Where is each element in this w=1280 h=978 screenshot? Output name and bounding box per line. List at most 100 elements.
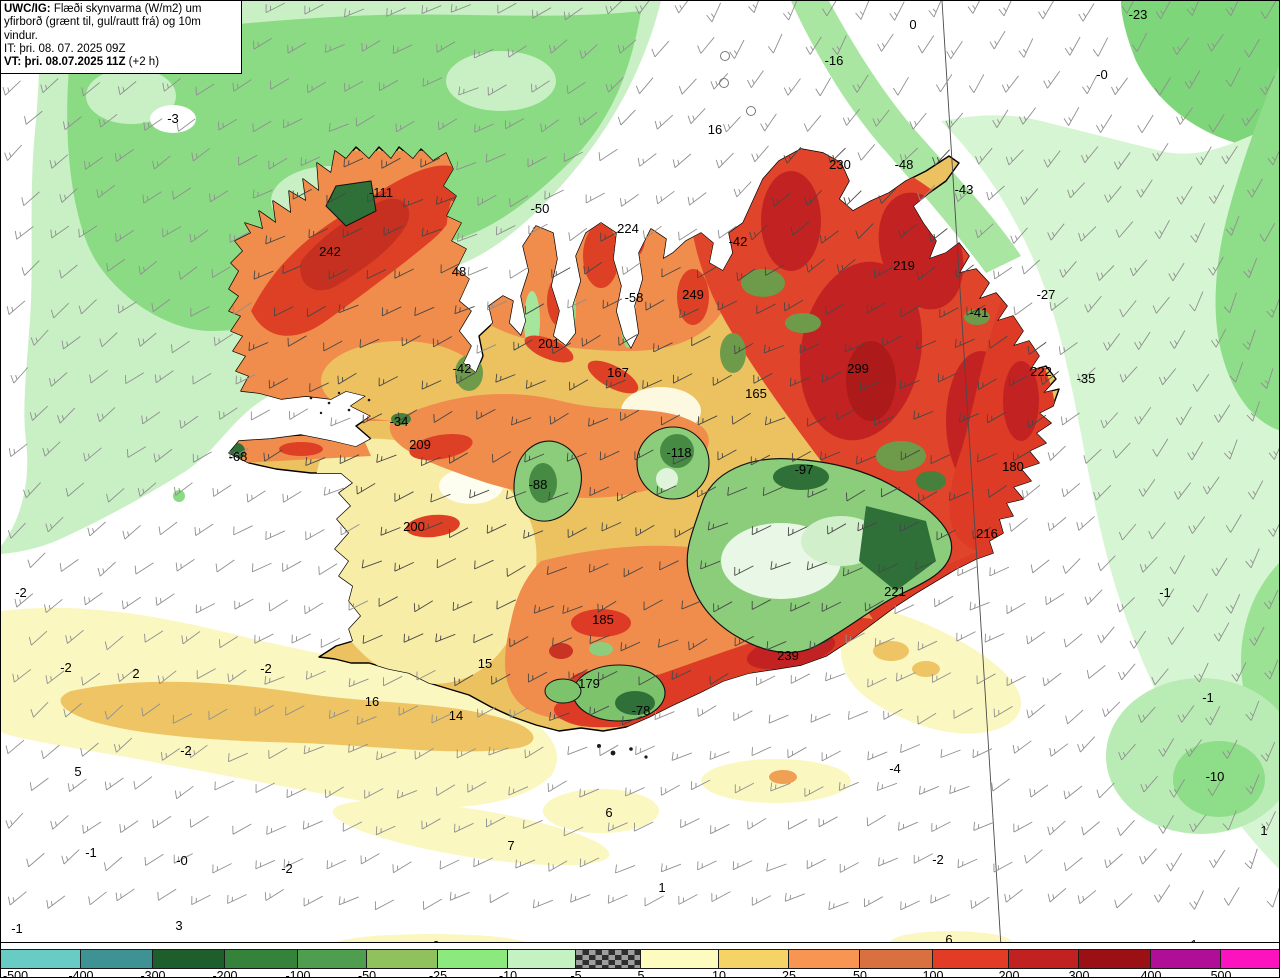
sea-ne-corner-green <box>1121 1 1279 151</box>
vatnajokull-dark-north <box>773 464 829 490</box>
flux-value-label: 2 <box>132 665 140 681</box>
colorbar-tick-label: -300 <box>140 969 166 978</box>
flux-value-label: -78 <box>631 702 651 718</box>
land-ne-darkred <box>761 171 821 271</box>
colorbar-tick-label: 500 <box>1210 969 1232 978</box>
colorbar-segment <box>366 949 438 969</box>
flux-value-label: -1 <box>85 844 97 860</box>
colorbar-tick-label: -50 <box>357 969 377 978</box>
colorbar-segment <box>1078 949 1151 969</box>
flux-value-label: -3 <box>167 110 179 126</box>
title-line-3: IT: þri. 08. 07. 2025 09Z <box>4 42 126 55</box>
flux-value-label: 6 <box>605 804 613 820</box>
land-south-red-spot <box>571 609 631 637</box>
flux-value-label: 200 <box>403 518 425 534</box>
colorbar-tick-label: 5 <box>637 969 645 978</box>
flux-value-label: 1 <box>1260 822 1268 838</box>
colorbar-tick-label: 400 <box>1140 969 1162 978</box>
colorbar-tick-label: 300 <box>1068 969 1090 978</box>
flux-value-label: -111 <box>368 184 394 200</box>
colorbar-tick-label: -500 <box>3 969 29 978</box>
colorbar-tick-label: -100 <box>285 969 311 978</box>
land-south-darkred <box>549 643 573 659</box>
land-ne-olive <box>741 269 785 297</box>
flux-value-label: -43 <box>954 181 974 197</box>
colorbar-segment <box>80 949 153 969</box>
flux-value-label: 221 <box>884 583 906 599</box>
sea-light-patch <box>86 68 176 124</box>
myrdalsjokull-dark-core <box>615 691 655 715</box>
colorbar-segment <box>1008 949 1079 969</box>
sea-light-patch <box>446 51 556 111</box>
hofsjokull-pale-spot <box>656 468 678 490</box>
colorbar-tick-label: 100 <box>922 969 944 978</box>
flux-value-label: -0 <box>1096 66 1108 82</box>
flux-value-label: 165 <box>745 385 767 401</box>
flux-value-label: 48 <box>451 263 467 279</box>
colorbar-segment <box>224 949 298 969</box>
flux-value-label: -41 <box>969 304 989 320</box>
colorbar-segment <box>437 949 508 969</box>
flux-value-label: -42 <box>728 233 748 249</box>
sea-s-orange-spot <box>769 770 797 784</box>
land-east-darkred <box>1003 361 1039 441</box>
land-central-red <box>587 360 639 394</box>
flux-value-label: -10 <box>1205 768 1225 784</box>
flux-value-label: 167 <box>607 364 629 380</box>
colorbar-tick-label: 10 <box>712 969 726 978</box>
colorbar-segment <box>718 949 789 969</box>
land-ne-deepred <box>846 341 896 421</box>
colorbar-tick-label: 50 <box>853 969 867 978</box>
flux-value-label: -34 <box>389 413 409 429</box>
flux-value-label: 16 <box>707 121 723 137</box>
flux-value-label: 222 <box>1030 363 1052 379</box>
land-north-red <box>583 224 619 288</box>
flux-value-label: -2 <box>60 659 72 675</box>
colorbar-segment <box>788 949 860 969</box>
flux-value-label: -2 <box>180 742 192 758</box>
land-central-red <box>409 433 473 461</box>
calm-wind-icon <box>746 106 756 116</box>
flux-value-label: -35 <box>1076 370 1096 386</box>
colorbar-segment <box>152 949 225 969</box>
wind-barb-field <box>2 1 1279 911</box>
flux-value-label: -42 <box>452 360 472 376</box>
flux-value-label: -1 <box>11 920 23 936</box>
sea-s-paleyellow-streak <box>332 800 610 866</box>
flux-value-label: -50 <box>530 200 550 216</box>
flux-value-label: -97 <box>794 461 814 477</box>
land-ne-olive <box>720 333 746 373</box>
colorbar-segment <box>859 949 933 969</box>
colorbar-tick-label: 25 <box>782 969 796 978</box>
flux-value-label: 242 <box>319 243 341 259</box>
flux-value-label: -0 <box>176 852 188 868</box>
title-line-2: yfirborð (grænt til, gul/rautt frá) og 1… <box>4 16 201 42</box>
flux-value-label: -2 <box>260 660 272 676</box>
hofsjokull-dark-core <box>660 434 694 468</box>
flux-value-label: -4 <box>889 760 901 776</box>
colorbar-tick-label: -10 <box>498 969 518 978</box>
flux-value-label: 179 <box>578 675 600 691</box>
flux-value-label: 14 <box>448 707 464 723</box>
flux-value-label: 249 <box>682 286 704 302</box>
flux-value-label: 299 <box>847 360 869 376</box>
meridian-line <box>941 1 1004 977</box>
flux-value-label: -48 <box>894 156 914 172</box>
calm-wind-icon <box>720 51 730 61</box>
land-snaefellsnes-red <box>279 442 323 456</box>
flux-value-label: -2 <box>15 584 27 600</box>
colorbar-segment <box>1220 949 1279 969</box>
flux-value-label: -68 <box>228 448 248 464</box>
flux-value-label: 180 <box>1002 458 1024 474</box>
flux-value-label: 219 <box>893 257 915 273</box>
flux-colorbar: -500 -400 -300 -200 -100 -50 -25 -10 -5 5 10 25 50 10… <box>1 942 1279 978</box>
flux-value-label: 209 <box>409 436 431 452</box>
flux-value-label: 201 <box>538 335 560 351</box>
land-central-red <box>524 335 574 363</box>
colorbar-tick-label: 200 <box>998 969 1020 978</box>
flux-value-label: 6 <box>945 931 953 947</box>
land-green-spot <box>589 642 613 656</box>
flux-value-label: 1 <box>658 879 666 895</box>
